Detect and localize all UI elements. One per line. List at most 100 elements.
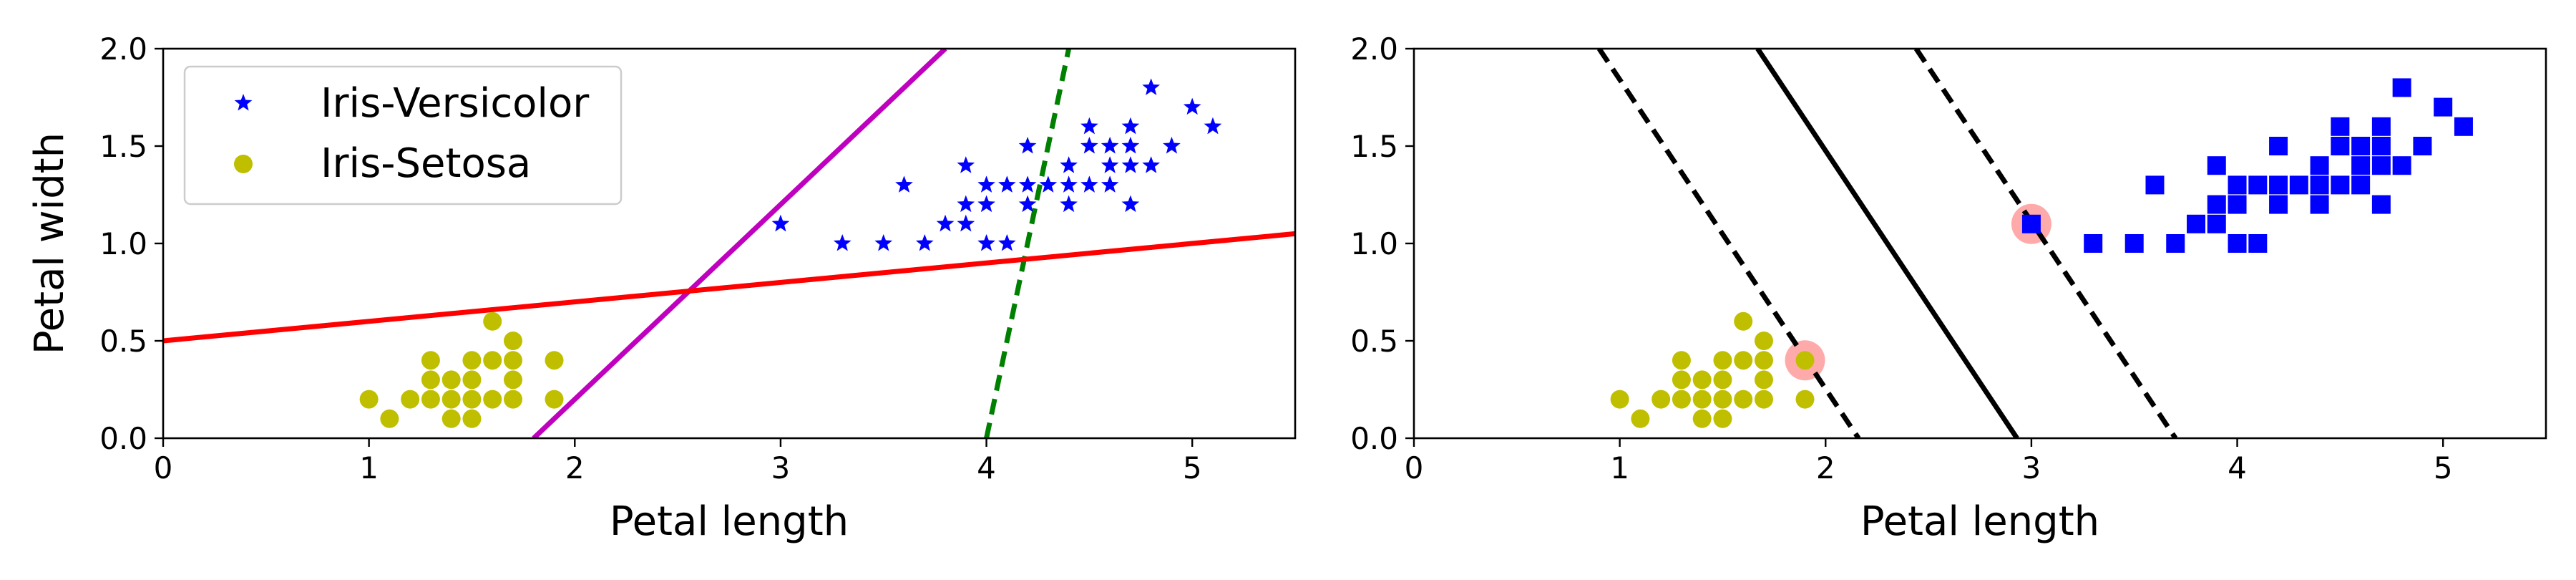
- y-tick-label: 1.5: [1350, 129, 1398, 164]
- square-point: [2331, 117, 2350, 136]
- star-point: [1101, 156, 1119, 173]
- circle-point: [483, 351, 502, 370]
- star-point: [771, 214, 790, 232]
- circle-point: [1754, 351, 1773, 370]
- square-point: [2331, 175, 2350, 195]
- star-point: [1080, 175, 1098, 193]
- square-point: [2228, 234, 2247, 253]
- dashed-line: [1596, 49, 1861, 438]
- square-point: [2310, 175, 2329, 195]
- x-tick-label: 5: [1183, 450, 1202, 485]
- square-point: [2228, 175, 2247, 195]
- square-point: [2331, 137, 2350, 155]
- legend-circle-symbol: [234, 155, 253, 173]
- x-tick-label: 1: [1610, 450, 1629, 485]
- square-point: [2413, 137, 2432, 155]
- square-point: [2207, 214, 2226, 233]
- circle-point: [1795, 351, 1815, 370]
- legend-box: [183, 65, 623, 206]
- right-x-ticks: 0 1 2 3 4 5: [1405, 438, 2453, 485]
- square-point: [2351, 175, 2371, 195]
- circle-point: [483, 311, 502, 331]
- y-tick-label: 2.0: [1350, 32, 1398, 67]
- square-point: [2371, 117, 2391, 136]
- star-point: [895, 175, 913, 193]
- circle-point: [483, 390, 502, 409]
- circle-point: [1672, 351, 1691, 370]
- legend-circle-marker: [234, 155, 253, 173]
- star-point: [874, 234, 893, 251]
- star-point: [977, 234, 995, 251]
- star-point: [1039, 175, 1058, 193]
- square-point: [2269, 195, 2288, 214]
- circle-point: [462, 370, 482, 390]
- square-point: [2392, 156, 2411, 175]
- square-point: [2124, 234, 2144, 253]
- x-tick-label: 3: [771, 450, 791, 485]
- x-tick-label: 5: [2434, 450, 2453, 485]
- circle-point: [1692, 409, 1712, 428]
- star-point: [833, 234, 852, 251]
- circle-point: [1734, 311, 1753, 331]
- circle-point: [462, 390, 482, 409]
- x-tick-label: 4: [2228, 450, 2247, 485]
- right-x-axis-label: Petal length: [1860, 498, 2099, 545]
- square-point: [2145, 175, 2165, 195]
- square-point: [2166, 234, 2185, 253]
- square-point: [2084, 234, 2103, 253]
- star-point: [1142, 78, 1161, 95]
- star-point: [1101, 175, 1119, 193]
- square-point: [2351, 156, 2371, 175]
- star-point: [997, 234, 1016, 251]
- circle-point: [1754, 390, 1773, 409]
- y-tick-label: 0.5: [99, 324, 147, 359]
- circle-point: [1795, 390, 1815, 409]
- star-point: [1060, 195, 1078, 213]
- circle-point: [1672, 390, 1691, 409]
- right-y-ticks: 0.0 0.5 1.0 1.5 2.0: [1350, 32, 1414, 456]
- solid-line: [1755, 49, 2019, 438]
- circle-point: [1713, 370, 1732, 390]
- square-point: [2269, 137, 2288, 155]
- circle-point: [1692, 390, 1712, 409]
- square-point: [2248, 175, 2268, 195]
- solid-line: [532, 49, 947, 438]
- y-tick-label: 1.0: [99, 226, 147, 261]
- square-point: [2207, 195, 2226, 214]
- x-tick-label: 1: [359, 450, 379, 485]
- star-point: [997, 175, 1016, 193]
- circle-point: [503, 332, 522, 350]
- circle-point: [401, 390, 420, 409]
- circle-point: [380, 409, 399, 428]
- star-point: [1121, 117, 1140, 135]
- square-point: [2187, 214, 2206, 233]
- circle-point: [441, 390, 461, 409]
- star-point: [957, 214, 975, 232]
- circle-point: [462, 409, 482, 428]
- circle-point: [503, 370, 522, 390]
- circle-point: [1713, 390, 1732, 409]
- square-point: [2021, 214, 2041, 233]
- right-data-points: [1610, 78, 2473, 428]
- star-point: [1080, 117, 1098, 135]
- circle-point: [421, 390, 440, 409]
- square-point: [2269, 175, 2288, 195]
- legend-star-marker: [234, 94, 253, 111]
- star-point: [1080, 137, 1098, 154]
- square-point: [2371, 156, 2391, 175]
- circle-point: [1754, 370, 1773, 390]
- circle-point: [1672, 370, 1691, 390]
- circle-point: [421, 370, 440, 390]
- square-point: [2207, 156, 2226, 175]
- star-point: [1101, 137, 1119, 154]
- square-point: [2310, 195, 2329, 214]
- star-point: [1121, 137, 1140, 154]
- square-point: [2434, 97, 2453, 117]
- circle-point: [359, 390, 379, 409]
- left-chart-panel: 0 1 2 3 4 5 0.0 0.5 1.0 1.5 2.0 Petal length Peta…: [26, 32, 1297, 545]
- star-point: [1183, 97, 1201, 115]
- circle-point: [1713, 351, 1732, 370]
- legend-label-versicolor: Iris-Versicolor: [321, 80, 590, 127]
- x-tick-label: 3: [2022, 450, 2041, 485]
- star-point: [1142, 156, 1161, 173]
